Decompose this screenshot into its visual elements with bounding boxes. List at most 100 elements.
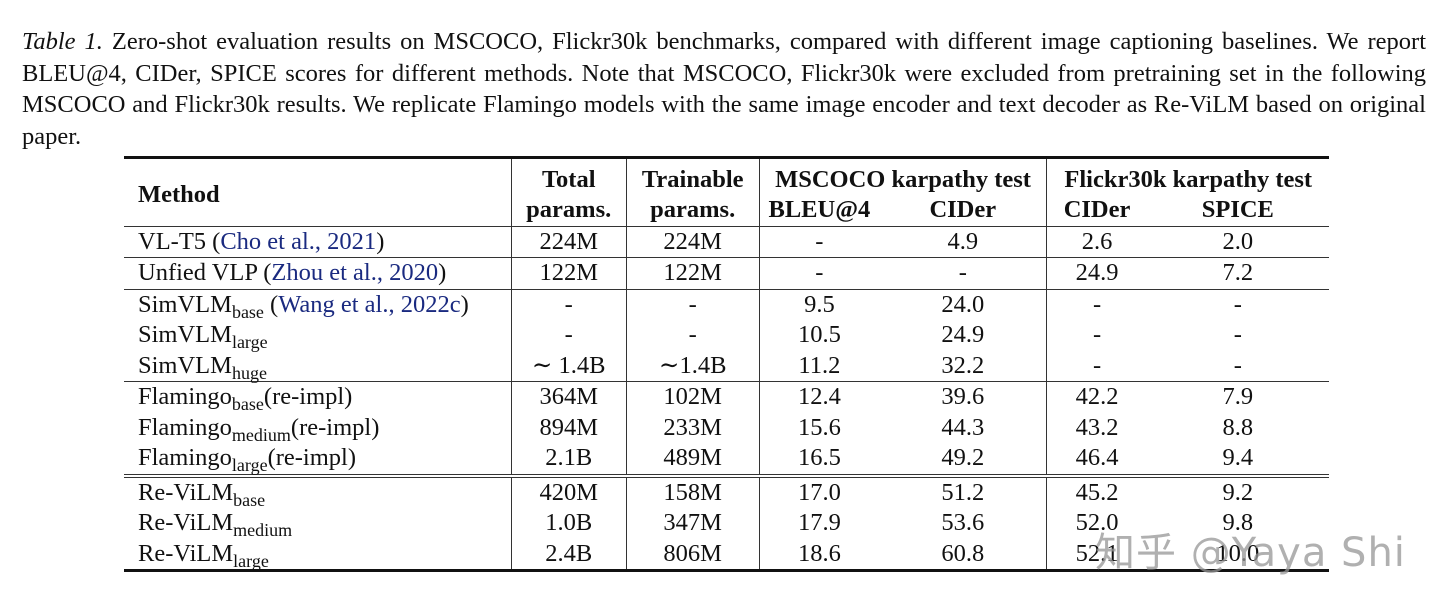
cell-trainable-params: 347M xyxy=(625,508,760,539)
method-variant: medium xyxy=(233,520,293,541)
cell-trainable-params: ∼1.4B xyxy=(625,350,760,382)
cell-flickr-spice: 9.2 xyxy=(1146,473,1329,508)
cell-flickr-spice: 9.4 xyxy=(1222,444,1254,472)
header-mscoco-group: MSCOCO karpathy test xyxy=(758,157,1047,195)
cell-total-params: 224M xyxy=(510,225,627,258)
cell-flickr-cider: 46.4 xyxy=(1046,443,1147,476)
results-table: Method Total Trainable MSCOCO karpathy t… xyxy=(124,156,1329,572)
cell-trainable-params: 489M xyxy=(625,443,760,476)
header-row-1: Method Total Trainable MSCOCO karpathy t… xyxy=(124,157,1329,208)
citation-link[interactable]: Cho et al., 2021 xyxy=(220,227,377,255)
cell-mscoco-bleu: 9.5 xyxy=(758,288,880,320)
cell-flickr-cider: 52.0 xyxy=(1046,508,1147,539)
header-flickr-group: Flickr30k karpathy test xyxy=(1046,157,1329,195)
cell-mscoco-bleu: 17.9 xyxy=(758,508,880,539)
cell-trainable-params: 224M xyxy=(625,225,760,258)
cell-flickr-cider: 45.2 xyxy=(1046,473,1147,508)
cell-mscoco-cider: 24.0 xyxy=(879,288,1047,320)
cell-trainable-params: 233M xyxy=(625,412,760,443)
table-row: Re-ViLMlarge 2.4B 806M 18.6 60.8 52.1 10.0 xyxy=(124,538,1329,571)
header-trainable-1: Trainable xyxy=(625,157,760,195)
method-name: Flamingo xyxy=(138,413,232,441)
cell-mscoco-cider: 24.9 xyxy=(941,321,985,349)
table-row: Flamingolarge(re-impl) 2.1B 489M 16.5 49.2 46… xyxy=(124,443,1329,476)
method-name: SimVLM xyxy=(138,321,232,349)
table-row: Flamingomedium(re-impl) 894M 233M 15.6 44.3 4… xyxy=(124,412,1329,444)
method-variant: large xyxy=(231,455,268,476)
cell-flickr-spice: 10.0 xyxy=(1216,539,1260,567)
method-name: Re-ViLM xyxy=(138,509,234,537)
table-body: VL-T5 (Cho et al., 2021) 224M 224M -4.9 2.6 2… xyxy=(124,225,1329,571)
method-name: VL-T5 xyxy=(138,227,207,255)
table-row: Re-ViLMmedium 1.0B 347M 17.9 53.6 52.0 9.8 xyxy=(124,508,1329,539)
method-name: Re-ViLM xyxy=(138,478,234,506)
table-row: VL-T5 (Cho et al., 2021) 224M 224M -4.9 2.6 2… xyxy=(124,225,1329,258)
method-variant: base xyxy=(231,394,264,415)
cell-total-params: 894M xyxy=(510,412,627,443)
cell-total-params: ∼ 1.4B xyxy=(510,350,627,382)
cell-flickr-cider: 42.2 xyxy=(1046,381,1147,413)
cell-flickr-cider: 52.1 xyxy=(1046,538,1147,571)
header-mscoco-bleu: BLEU@4 xyxy=(758,195,880,226)
method-variant: base xyxy=(233,489,266,510)
cell-method: Flamingolarge(re-impl) xyxy=(124,443,511,476)
citation-link[interactable]: Wang et al., 2022c xyxy=(278,290,461,318)
cell-mscoco-bleu: 15.6 xyxy=(758,412,880,443)
cell-mscoco-cider: - xyxy=(879,257,1047,289)
method-variant: huge xyxy=(231,362,267,383)
method-variant: large xyxy=(233,550,269,571)
cell-flickr-cider: - xyxy=(1046,350,1147,382)
table-row: Re-ViLMbase 420M 158M 17.0 51.2 45.2 9.2 xyxy=(124,473,1329,510)
cell-mscoco-bleu: - xyxy=(758,225,880,258)
cell-total-params: - xyxy=(510,320,627,351)
cell-flickr-cider: 43.2 xyxy=(1046,412,1147,443)
cell-method: SimVLMbase (Wang et al., 2022c) xyxy=(124,288,512,321)
cell-total-params: 2.4B xyxy=(510,538,627,571)
header-trainable-2: params. xyxy=(625,195,760,226)
cell-trainable-params: 102M xyxy=(625,381,760,413)
cell-trainable-params: 122M xyxy=(625,257,760,289)
table-row: SimVLMlarge - -10.5 24.9- - xyxy=(124,320,1329,351)
cell-mscoco-cider: 60.8 xyxy=(941,539,985,567)
cell-mscoco-cider: 53.6 xyxy=(941,509,985,537)
cell-method: SimVLMlarge xyxy=(124,320,511,351)
caption-text: Zero-shot evaluation results on MSCOCO, … xyxy=(22,28,1427,150)
cell-flickr-spice: 7.2 xyxy=(1146,257,1329,289)
cell-flickr-spice: - xyxy=(1233,321,1242,349)
method-name: Re-ViLM xyxy=(138,539,234,567)
header-flickr-spice: SPICE xyxy=(1201,196,1274,224)
table-row: Unfied VLP (Zhou et al., 2020) 122M 122M - -… xyxy=(124,257,1329,289)
cell-trainable-params: 806M xyxy=(625,538,760,571)
cell-mscoco-cider: 51.2 xyxy=(879,473,1047,508)
cell-flickr-cider: 24.9 xyxy=(1046,257,1147,289)
cell-flickr-spice: 8.8 xyxy=(1222,413,1254,441)
cell-total-params: 364M xyxy=(510,381,627,413)
cell-flickr-cider: 2.6 xyxy=(1046,225,1147,258)
cell-mscoco-bleu: 10.5 xyxy=(758,320,880,351)
cell-mscoco-cider: 39.6 xyxy=(879,381,1047,413)
method-suffix: (re-impl) xyxy=(290,413,380,441)
caption-label: Table 1. xyxy=(22,28,103,55)
cell-mscoco-bleu: 16.5 xyxy=(758,443,880,476)
cell-mscoco-bleu: 12.4 xyxy=(758,381,880,413)
results-table-container: Method Total Trainable MSCOCO karpathy t… xyxy=(124,156,1329,572)
header-mscoco-cider: CIDer xyxy=(929,196,997,224)
cell-mscoco-cider: 44.3 xyxy=(941,413,985,441)
table-row: SimVLMbase (Wang et al., 2022c) - -9.5 24.0… xyxy=(124,288,1329,321)
cell-method: SimVLMhuge xyxy=(124,351,511,382)
cell-total-params: 420M xyxy=(510,473,627,508)
cell-method: Re-ViLMmedium xyxy=(124,508,511,539)
cell-mscoco-bleu: - xyxy=(758,257,880,289)
cell-total-params: 1.0B xyxy=(510,508,627,539)
cell-method: Unfied VLP (Zhou et al., 2020) xyxy=(124,257,512,289)
cell-trainable-params: - xyxy=(625,320,760,351)
cell-flickr-spice: 2.0 xyxy=(1146,225,1329,258)
cell-total-params: 122M xyxy=(510,257,627,289)
cell-method: Re-ViLMbase xyxy=(124,473,512,510)
method-name: Flamingo xyxy=(138,444,232,472)
method-suffix: (re-impl) xyxy=(267,444,357,472)
cell-method: Flamingomedium(re-impl) xyxy=(124,413,511,444)
cell-flickr-spice: - xyxy=(1233,351,1242,379)
cell-mscoco-bleu: 18.6 xyxy=(758,538,880,571)
citation-link[interactable]: Zhou et al., 2020 xyxy=(271,259,439,287)
